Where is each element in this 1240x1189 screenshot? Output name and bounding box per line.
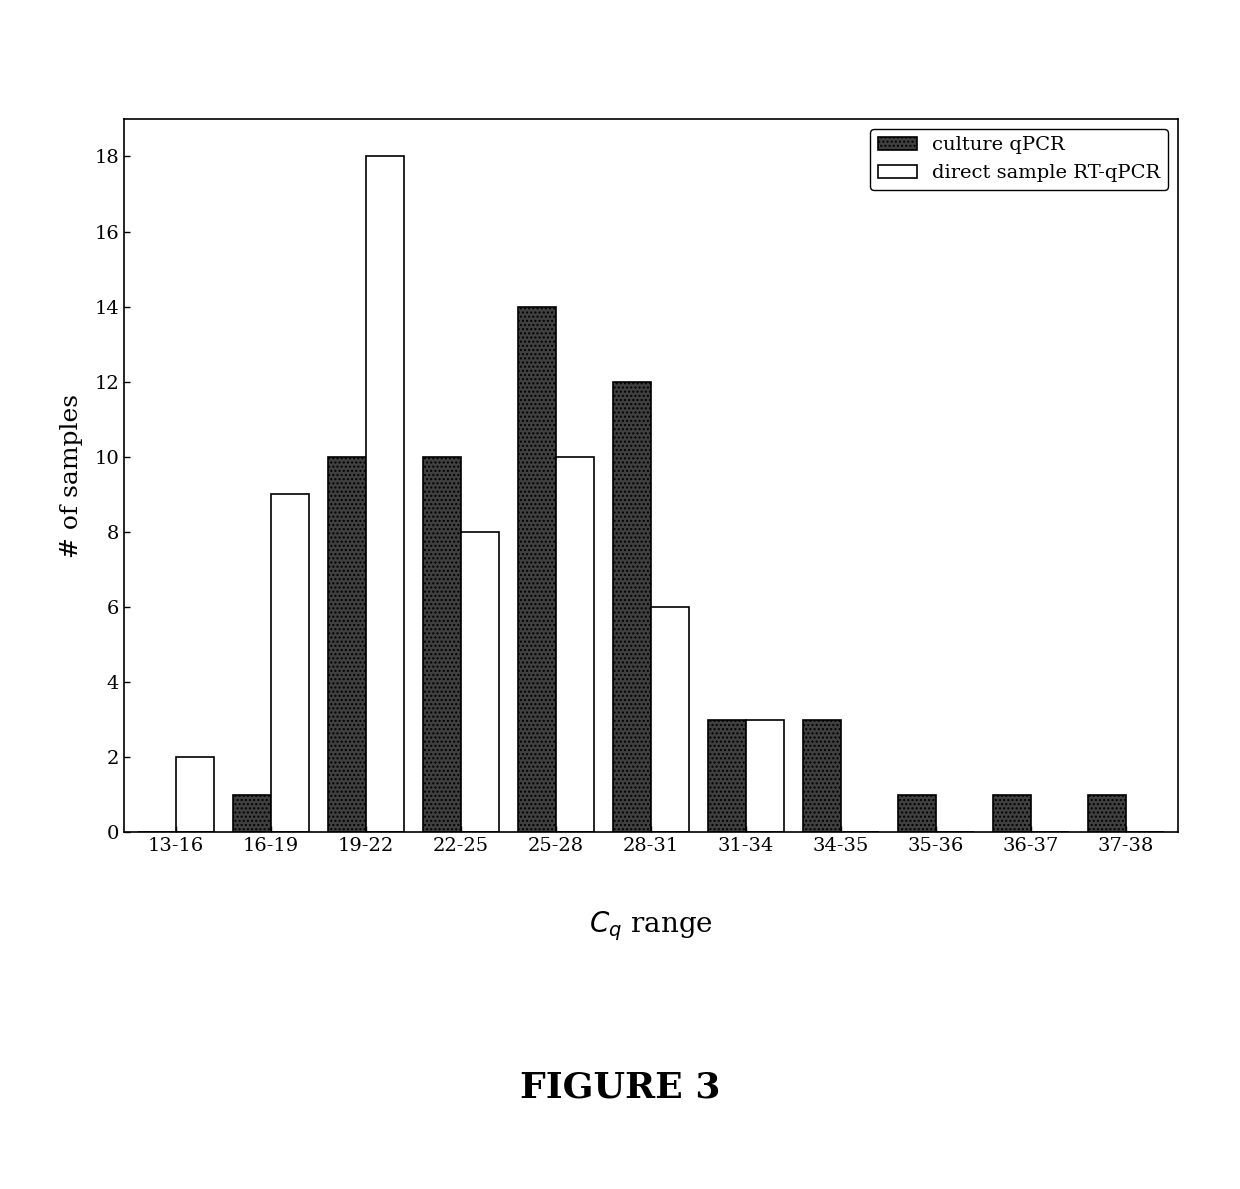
Bar [613, 382, 651, 832]
Bar [366, 157, 404, 832]
Bar [898, 794, 936, 832]
Bar [556, 457, 594, 832]
Bar [993, 794, 1030, 832]
Bar [176, 757, 215, 832]
Bar [1087, 794, 1126, 832]
Bar [272, 495, 309, 832]
Bar [233, 794, 272, 832]
Bar [423, 457, 461, 832]
Bar [518, 307, 556, 832]
Bar [746, 719, 784, 832]
Text: $C_q$ range: $C_q$ range [589, 910, 713, 943]
Text: FIGURE 3: FIGURE 3 [520, 1071, 720, 1105]
Bar [651, 608, 689, 832]
Y-axis label: # of samples: # of samples [61, 394, 83, 558]
Bar [804, 719, 841, 832]
Bar [329, 457, 366, 832]
Bar [708, 719, 746, 832]
Legend: culture qPCR, direct sample RT-qPCR: culture qPCR, direct sample RT-qPCR [870, 128, 1168, 190]
Bar [461, 531, 498, 832]
